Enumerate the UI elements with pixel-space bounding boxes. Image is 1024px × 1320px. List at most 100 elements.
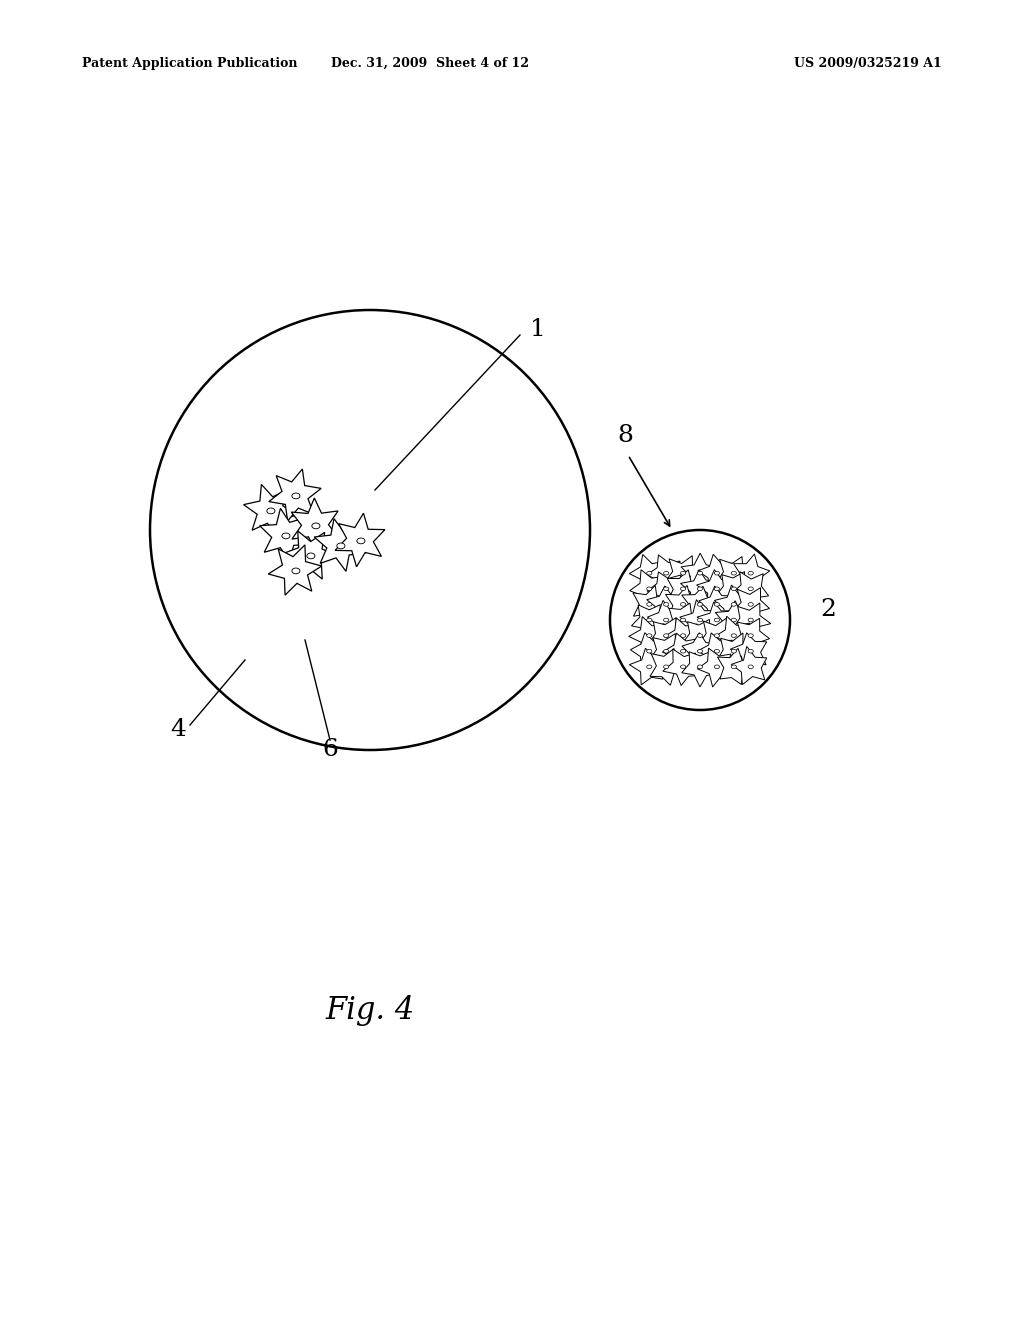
Ellipse shape — [715, 649, 720, 653]
Ellipse shape — [312, 523, 319, 529]
Ellipse shape — [681, 634, 686, 638]
Polygon shape — [629, 616, 666, 656]
Ellipse shape — [731, 634, 736, 638]
Polygon shape — [314, 519, 366, 572]
Circle shape — [610, 531, 790, 710]
Polygon shape — [697, 648, 734, 686]
Ellipse shape — [681, 665, 686, 669]
Ellipse shape — [664, 665, 669, 669]
Ellipse shape — [282, 533, 290, 539]
Ellipse shape — [647, 602, 652, 606]
Ellipse shape — [731, 665, 736, 669]
Polygon shape — [335, 513, 385, 566]
Polygon shape — [650, 634, 686, 669]
Polygon shape — [699, 586, 735, 623]
Ellipse shape — [664, 649, 669, 653]
Text: 6: 6 — [323, 738, 338, 762]
Ellipse shape — [647, 587, 652, 590]
Ellipse shape — [715, 634, 720, 638]
Text: 4: 4 — [170, 718, 186, 742]
Ellipse shape — [749, 618, 754, 622]
Polygon shape — [665, 556, 701, 593]
Polygon shape — [696, 570, 735, 607]
Polygon shape — [668, 570, 703, 606]
Ellipse shape — [715, 665, 720, 669]
Text: 2: 2 — [820, 598, 836, 622]
Text: 1: 1 — [530, 318, 546, 342]
Ellipse shape — [681, 602, 686, 606]
Ellipse shape — [292, 492, 300, 499]
Ellipse shape — [697, 649, 702, 653]
Ellipse shape — [307, 553, 315, 558]
Polygon shape — [734, 618, 770, 655]
Ellipse shape — [292, 568, 300, 574]
Polygon shape — [666, 585, 702, 622]
Polygon shape — [731, 572, 769, 607]
Ellipse shape — [731, 649, 736, 653]
Polygon shape — [697, 602, 735, 638]
Circle shape — [150, 310, 590, 750]
Polygon shape — [718, 634, 754, 669]
Polygon shape — [665, 618, 700, 656]
Ellipse shape — [749, 634, 754, 638]
Ellipse shape — [647, 572, 652, 576]
Polygon shape — [633, 585, 669, 623]
Polygon shape — [631, 632, 665, 671]
Ellipse shape — [731, 587, 736, 590]
Text: US 2009/0325219 A1: US 2009/0325219 A1 — [795, 57, 942, 70]
Ellipse shape — [664, 572, 669, 576]
Polygon shape — [681, 553, 718, 590]
Ellipse shape — [647, 634, 652, 638]
Polygon shape — [716, 601, 754, 638]
Polygon shape — [646, 554, 682, 593]
Polygon shape — [682, 619, 720, 655]
Ellipse shape — [731, 618, 736, 622]
Polygon shape — [682, 586, 719, 622]
Ellipse shape — [749, 602, 754, 606]
Polygon shape — [268, 545, 322, 595]
Text: 8: 8 — [617, 424, 633, 446]
Polygon shape — [650, 648, 685, 685]
Ellipse shape — [731, 572, 736, 576]
Ellipse shape — [715, 587, 720, 590]
Polygon shape — [260, 508, 310, 561]
Polygon shape — [630, 554, 666, 591]
Polygon shape — [697, 554, 735, 591]
Ellipse shape — [356, 539, 365, 544]
Polygon shape — [647, 572, 682, 607]
Ellipse shape — [647, 649, 652, 653]
Ellipse shape — [697, 665, 702, 669]
Ellipse shape — [647, 665, 652, 669]
Ellipse shape — [664, 602, 669, 606]
Ellipse shape — [749, 665, 754, 669]
Polygon shape — [291, 498, 339, 552]
Ellipse shape — [749, 572, 754, 576]
Polygon shape — [731, 647, 767, 685]
Ellipse shape — [664, 618, 669, 622]
Ellipse shape — [697, 618, 702, 622]
Polygon shape — [732, 587, 769, 624]
Polygon shape — [682, 651, 718, 686]
Ellipse shape — [681, 618, 686, 622]
Ellipse shape — [647, 618, 652, 622]
Polygon shape — [680, 599, 718, 639]
Polygon shape — [647, 601, 683, 636]
Polygon shape — [730, 632, 767, 669]
Ellipse shape — [715, 572, 720, 576]
Polygon shape — [682, 632, 718, 667]
Text: Fig. 4: Fig. 4 — [326, 994, 415, 1026]
Polygon shape — [244, 484, 297, 536]
Polygon shape — [663, 634, 699, 671]
Ellipse shape — [697, 587, 702, 590]
Ellipse shape — [749, 649, 754, 653]
Polygon shape — [630, 648, 666, 685]
Polygon shape — [681, 570, 718, 606]
Ellipse shape — [749, 587, 754, 590]
Ellipse shape — [681, 649, 686, 653]
Ellipse shape — [697, 634, 702, 638]
Polygon shape — [647, 586, 683, 622]
Polygon shape — [716, 572, 752, 607]
Ellipse shape — [697, 572, 702, 576]
Text: Patent Application Publication: Patent Application Publication — [82, 57, 297, 70]
Polygon shape — [715, 616, 750, 655]
